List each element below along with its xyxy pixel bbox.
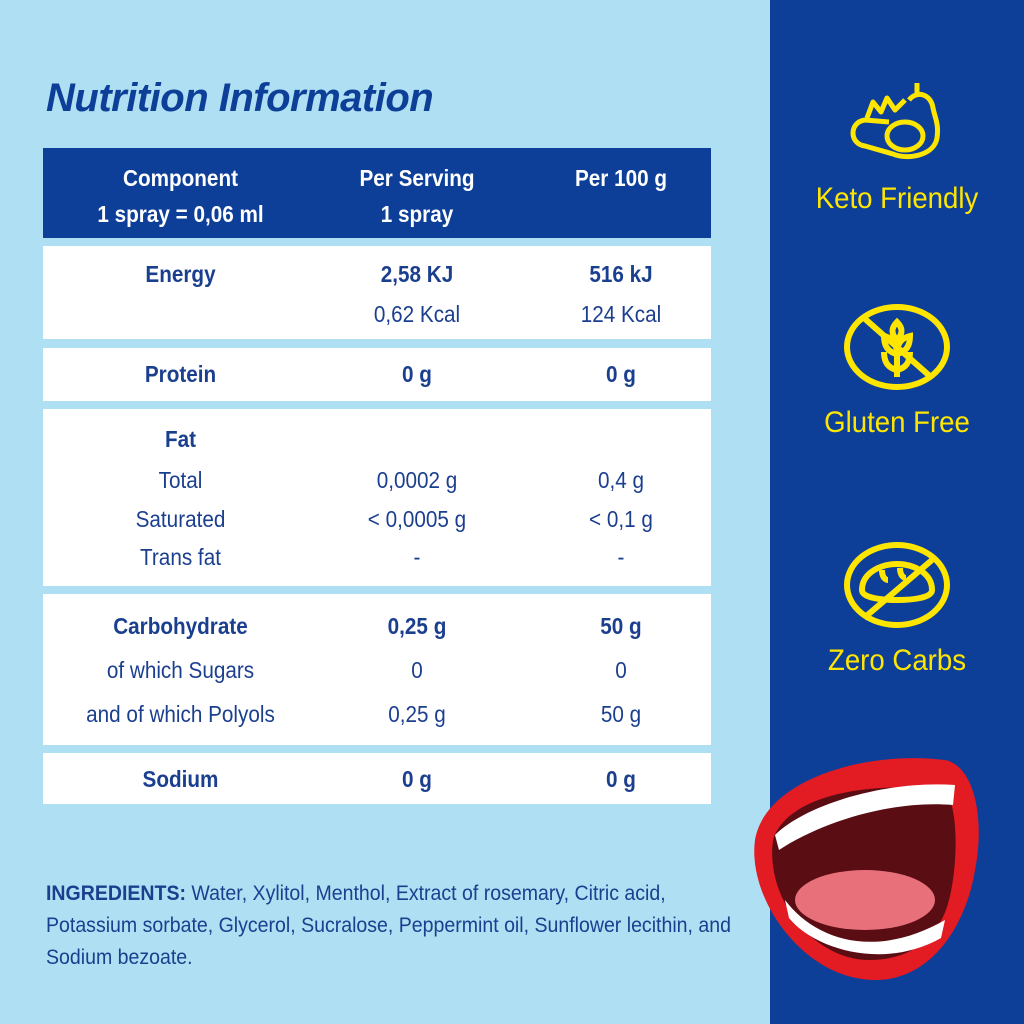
sodium-serving: 0 g bbox=[402, 766, 432, 792]
fat-per100: 0,4 g < 0,1 g- bbox=[589, 467, 653, 570]
page-title: Nutrition Information bbox=[46, 76, 434, 120]
ingredients-label: INGREDIENTS: bbox=[46, 882, 186, 905]
carb-serving: 0,25 g 0 0,25 g bbox=[387, 613, 447, 727]
row-label: Sodium bbox=[142, 766, 219, 792]
badge-label: Gluten Free bbox=[824, 406, 970, 439]
carb-per100: 50 g 0 50 g bbox=[600, 613, 642, 727]
table-row-fat: Fat Total Saturated Trans fat 0,0002 g < 0,… bbox=[43, 409, 711, 586]
fat-serving: 0,0002 g < 0,0005 g- bbox=[367, 467, 467, 570]
no-bread-icon bbox=[844, 542, 950, 628]
header-component: Component 1 spray = 0,06 ml bbox=[97, 165, 264, 227]
badge-gluten-free: Gluten Free bbox=[770, 302, 1024, 440]
protein-per100: 0 g bbox=[606, 361, 636, 387]
avocado-icon bbox=[850, 83, 940, 160]
fat-labels: Total Saturated Trans fat bbox=[135, 467, 226, 570]
sodium-per100: 0 g bbox=[606, 766, 636, 792]
ingredients: INGREDIENTS: Water, Xylitol, Menthol, Ex… bbox=[46, 878, 753, 974]
table-row-energy: Energy 2,58 KJ 0,62 Kcal 516 kJ 124 Kcal bbox=[43, 246, 711, 339]
energy-serving: 2,58 KJ 0,62 Kcal bbox=[373, 261, 461, 327]
table-row-carbohydrate: Carbohydrate of which Sugars and of which … bbox=[43, 594, 711, 745]
table-row-sodium: Sodium 0 g 0 g bbox=[43, 753, 711, 804]
badge-zero-carbs: Zero Carbs bbox=[770, 540, 1024, 678]
header-per-serving: Per Serving 1 spray bbox=[359, 165, 475, 227]
table-row-protein: Protein 0 g 0 g bbox=[43, 348, 711, 401]
protein-serving: 0 g bbox=[402, 361, 432, 387]
row-label: Protein bbox=[144, 361, 217, 387]
carb-labels: Carbohydrate of which Sugars and of which … bbox=[86, 613, 275, 727]
badge-label: Zero Carbs bbox=[827, 644, 967, 677]
table-header: Component 1 spray = 0,06 ml Per Serving 1 … bbox=[43, 148, 711, 238]
badge-label: Keto Friendly bbox=[815, 182, 979, 215]
row-label: Fat bbox=[164, 426, 197, 452]
badge-keto: Keto Friendly bbox=[770, 78, 1024, 216]
ingredients-text: Water, Xylitol, Menthol, Extract of rose… bbox=[46, 882, 731, 969]
open-mouth-illustration bbox=[754, 758, 979, 980]
header-per-100g: Per 100 g bbox=[574, 165, 668, 191]
energy-per100: 516 kJ 124 Kcal bbox=[580, 261, 662, 327]
no-wheat-icon bbox=[844, 304, 950, 390]
row-label: Energy bbox=[145, 261, 216, 287]
